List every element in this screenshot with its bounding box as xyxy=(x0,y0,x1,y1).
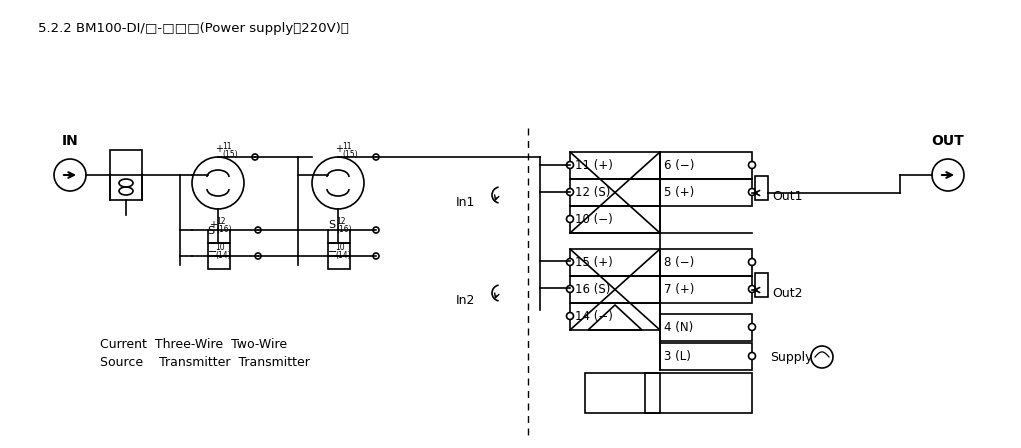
Text: (15): (15) xyxy=(222,150,238,159)
Text: 5 (+): 5 (+) xyxy=(664,185,694,198)
Text: In1: In1 xyxy=(456,195,476,208)
Circle shape xyxy=(373,154,379,160)
Text: (15): (15) xyxy=(342,150,357,159)
Text: 11: 11 xyxy=(222,142,232,151)
Circle shape xyxy=(748,353,756,359)
Circle shape xyxy=(255,227,261,233)
Circle shape xyxy=(373,227,379,233)
Text: 6 (−): 6 (−) xyxy=(664,159,694,172)
Text: 11 (+): 11 (+) xyxy=(575,159,613,172)
Circle shape xyxy=(567,285,574,293)
Bar xyxy=(660,179,752,206)
Text: 12 (S): 12 (S) xyxy=(575,185,611,198)
Circle shape xyxy=(748,285,756,293)
Text: 11: 11 xyxy=(342,142,351,151)
Text: Out1: Out1 xyxy=(772,190,803,202)
Bar xyxy=(570,206,660,233)
Bar xyxy=(570,276,660,303)
Circle shape xyxy=(748,189,756,195)
Text: (14): (14) xyxy=(215,251,231,260)
Text: 10: 10 xyxy=(215,243,225,252)
Text: 3 (L): 3 (L) xyxy=(664,349,691,362)
Text: Current  Three-Wire  Two-Wire: Current Three-Wire Two-Wire xyxy=(100,338,287,351)
Text: S: S xyxy=(328,220,335,230)
Circle shape xyxy=(567,161,574,168)
Text: 7 (+): 7 (+) xyxy=(664,283,694,296)
Circle shape xyxy=(567,215,574,223)
Bar xyxy=(570,152,660,179)
Bar xyxy=(570,179,660,206)
Text: +: + xyxy=(215,144,223,154)
Circle shape xyxy=(748,323,756,331)
Text: 16 (S): 16 (S) xyxy=(575,283,611,296)
Bar xyxy=(660,314,752,341)
Bar xyxy=(660,152,752,179)
Bar xyxy=(570,249,660,276)
Bar xyxy=(208,256,230,269)
Text: S: S xyxy=(207,226,214,236)
Bar xyxy=(208,243,230,256)
Text: 12: 12 xyxy=(336,217,345,226)
Text: Source    Transmitter  Transmitter: Source Transmitter Transmitter xyxy=(100,356,310,369)
Text: In2: In2 xyxy=(456,293,476,306)
Text: 15 (+): 15 (+) xyxy=(575,255,613,268)
Circle shape xyxy=(373,253,379,259)
Text: (16): (16) xyxy=(336,225,351,234)
Bar xyxy=(208,230,230,243)
Bar xyxy=(660,343,752,370)
Circle shape xyxy=(255,253,261,259)
Text: +: + xyxy=(209,220,217,230)
Circle shape xyxy=(252,154,258,160)
Circle shape xyxy=(567,189,574,195)
Circle shape xyxy=(567,258,574,266)
Bar xyxy=(570,303,660,330)
Text: 14 (−): 14 (−) xyxy=(575,310,613,323)
Bar xyxy=(328,243,350,256)
Text: (14): (14) xyxy=(335,251,350,260)
Circle shape xyxy=(748,258,756,266)
Text: 4 (N): 4 (N) xyxy=(664,320,693,333)
Bar xyxy=(328,256,350,269)
Text: OUT: OUT xyxy=(931,134,965,148)
Circle shape xyxy=(748,161,756,168)
Text: 8 (−): 8 (−) xyxy=(664,255,694,268)
Text: −: − xyxy=(208,247,217,257)
Circle shape xyxy=(567,313,574,319)
Bar xyxy=(755,176,768,200)
Text: 10 (−): 10 (−) xyxy=(575,212,613,225)
Text: (16): (16) xyxy=(216,225,232,234)
Text: 5.2.2 BM100-DI/□-□□□(Power supply：220V)：: 5.2.2 BM100-DI/□-□□□(Power supply：220V)： xyxy=(38,22,349,35)
Text: 10: 10 xyxy=(335,243,345,252)
Bar xyxy=(755,273,768,297)
Bar xyxy=(645,373,752,413)
Bar xyxy=(660,276,752,303)
Text: Out2: Out2 xyxy=(772,287,803,300)
Bar xyxy=(660,249,752,276)
Text: Supply: Supply xyxy=(770,350,813,363)
Text: −: − xyxy=(328,247,337,257)
Text: +: + xyxy=(335,144,343,154)
Text: 12: 12 xyxy=(216,217,226,226)
Bar xyxy=(110,150,142,200)
Bar xyxy=(328,230,350,243)
Bar xyxy=(585,373,660,413)
Text: IN: IN xyxy=(61,134,79,148)
